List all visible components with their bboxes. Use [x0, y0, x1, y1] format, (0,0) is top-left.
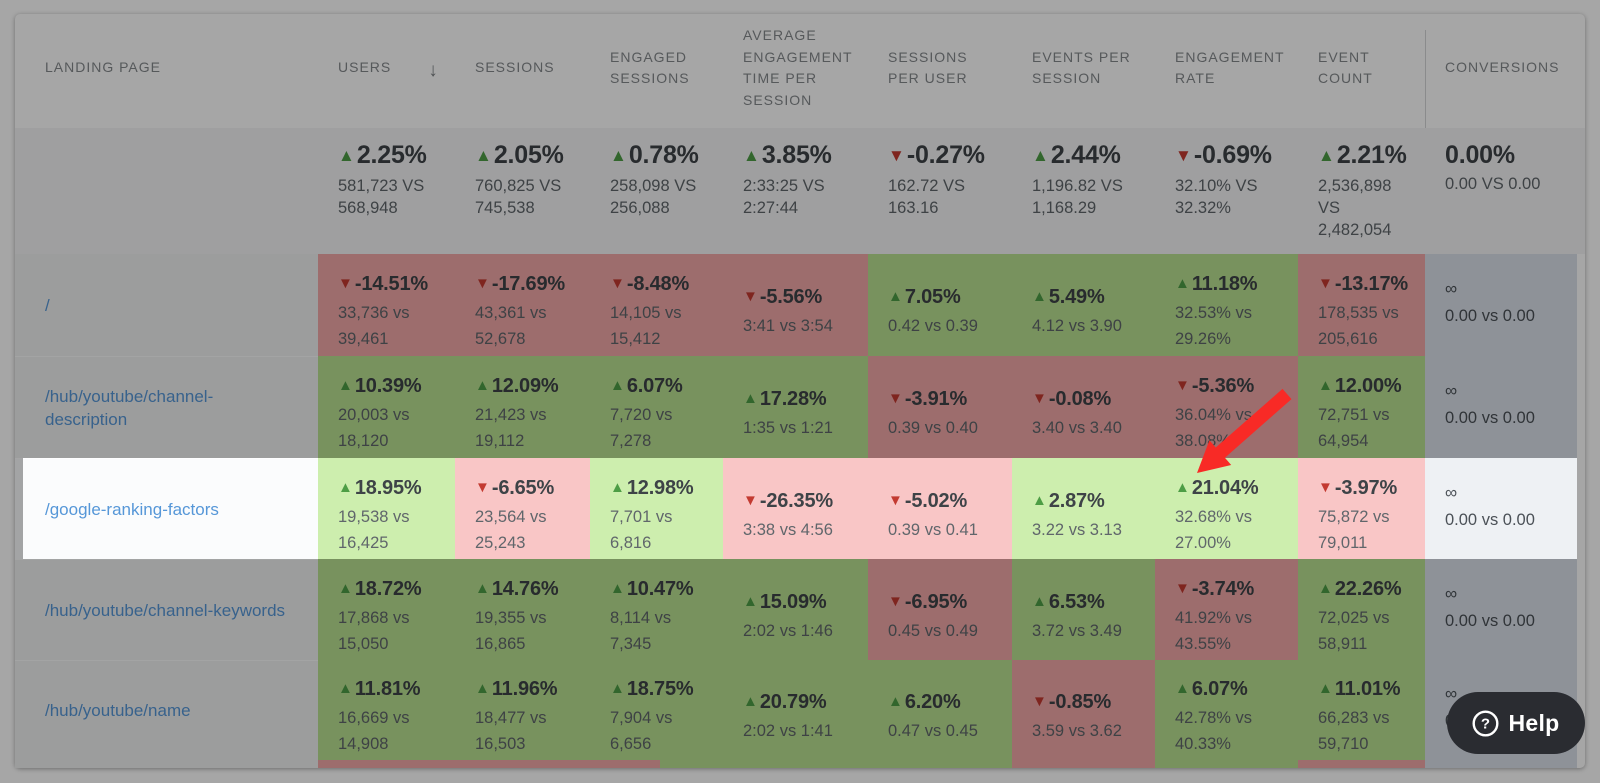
svg-text:?: ?	[1481, 715, 1490, 732]
